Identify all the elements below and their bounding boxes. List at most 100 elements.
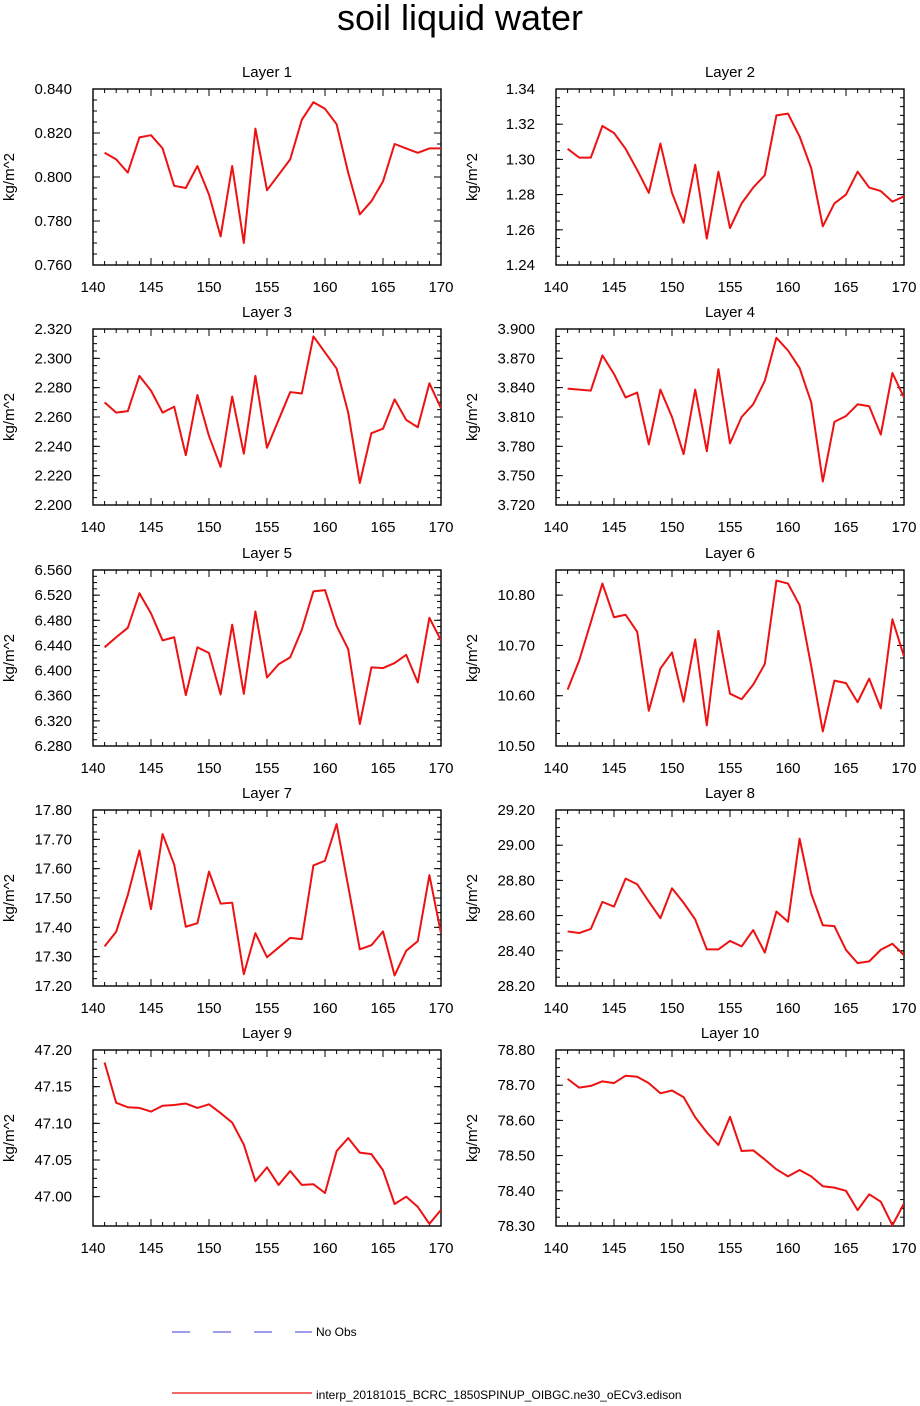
- y-tick-label: 2.260: [34, 409, 72, 426]
- y-tick-label: 0.760: [34, 257, 72, 274]
- y-tick-label: 6.440: [34, 637, 72, 654]
- series-line-1: [103, 335, 441, 484]
- x-tick-label: 165: [370, 760, 395, 777]
- y-tick-label: 1.32: [506, 116, 535, 133]
- x-tick-label: 155: [254, 1000, 279, 1017]
- y-tick-label: 3.840: [497, 380, 535, 397]
- x-tick-label: 150: [659, 1240, 684, 1257]
- plot-frame: [92, 569, 442, 747]
- y-tick-label: 47.10: [34, 1115, 72, 1132]
- x-tick-label: 155: [717, 1240, 742, 1257]
- y-tick-label: 17.60: [34, 861, 72, 878]
- x-tick-label: 145: [601, 1240, 626, 1257]
- x-tick-label: 145: [138, 279, 163, 296]
- x-tick-label: 145: [138, 1240, 163, 1257]
- x-tick-label: 140: [543, 519, 568, 536]
- y-tick-label: 78.60: [497, 1112, 535, 1129]
- y-tick-label: 0.840: [34, 81, 72, 98]
- x-tick-label: 140: [80, 279, 105, 296]
- y-axis-label: kg/m^2: [464, 153, 481, 201]
- x-tick-label: 165: [833, 760, 858, 777]
- x-tick-label: 165: [370, 1240, 395, 1257]
- y-tick-label: 2.300: [34, 350, 72, 367]
- chart-panel-2: Layer 2 kg/m^2 140 145 150 155 160 165 170 1.24 1.…: [464, 64, 917, 296]
- y-tick-label: 28.60: [497, 908, 535, 925]
- x-tick-label: 150: [659, 519, 684, 536]
- y-axis-label: kg/m^2: [464, 1114, 481, 1162]
- x-tick-label: 165: [833, 1240, 858, 1257]
- x-tick-label: 160: [775, 519, 800, 536]
- plot-frame: [92, 1049, 442, 1227]
- y-tick-label: 3.720: [497, 497, 535, 514]
- x-tick-label: 155: [254, 279, 279, 296]
- y-tick-label: 1.24: [506, 257, 535, 274]
- x-tick-label: 170: [891, 519, 916, 536]
- y-tick-label: 3.870: [497, 350, 535, 367]
- y-tick-label: 2.320: [34, 321, 72, 338]
- x-tick-label: 160: [312, 1000, 337, 1017]
- y-tick-label: 78.40: [497, 1183, 535, 1200]
- x-tick-label: 140: [543, 760, 568, 777]
- x-tick-label: 160: [775, 279, 800, 296]
- x-tick-label: 170: [428, 279, 453, 296]
- x-tick-label: 145: [138, 760, 163, 777]
- chart-panel-1: Layer 1 kg/m^2 140 145 150 155 160 165 170 0.760 0…: [1, 64, 454, 296]
- x-tick-label: 170: [891, 1240, 916, 1257]
- y-tick-label: 2.220: [34, 468, 72, 485]
- x-tick-label: 145: [601, 279, 626, 296]
- x-tick-label: 155: [717, 519, 742, 536]
- y-tick-label: 1.34: [506, 81, 535, 98]
- panel-title: Layer 10: [701, 1025, 759, 1042]
- x-tick-label: 150: [196, 760, 221, 777]
- y-tick-label: 6.280: [34, 738, 72, 755]
- panel-title: Layer 9: [242, 1025, 292, 1042]
- y-tick-label: 3.750: [497, 468, 535, 485]
- x-tick-label: 160: [775, 1000, 800, 1017]
- y-tick-label: 47.00: [34, 1189, 72, 1206]
- y-tick-label: 28.40: [497, 943, 535, 960]
- y-axis-label: kg/m^2: [1, 634, 18, 682]
- chart-panel-9: Layer 9 kg/m^2 140 145 150 155 160 165 170 47.00 4…: [1, 1025, 454, 1257]
- chart-panel-6: Layer 6 kg/m^2 140 145 150 155 160 165 170 10.50 1…: [464, 545, 917, 777]
- plot-frame: [92, 809, 442, 987]
- y-tick-label: 2.200: [34, 497, 72, 514]
- x-tick-label: 170: [428, 1240, 453, 1257]
- x-tick-label: 145: [138, 519, 163, 536]
- y-tick-label: 17.30: [34, 949, 72, 966]
- x-tick-label: 170: [428, 519, 453, 536]
- y-tick-label: 1.26: [506, 222, 535, 239]
- panel-title: Layer 6: [705, 545, 755, 562]
- x-tick-label: 165: [833, 279, 858, 296]
- y-tick-label: 47.20: [34, 1042, 72, 1059]
- plot-frame: [555, 569, 905, 747]
- chart-panel-4: Layer 4 kg/m^2 140 145 150 155 160 165 170 3.720 3…: [464, 304, 917, 536]
- x-tick-label: 140: [80, 760, 105, 777]
- panel-title: Layer 8: [705, 785, 755, 802]
- y-axis-label: kg/m^2: [464, 634, 481, 682]
- panel-title: Layer 1: [242, 64, 292, 81]
- y-tick-label: 6.320: [34, 713, 72, 730]
- x-tick-label: 140: [80, 1000, 105, 1017]
- y-tick-label: 17.80: [34, 802, 72, 819]
- y-tick-label: 29.20: [497, 802, 535, 819]
- y-tick-label: 78.50: [497, 1148, 535, 1165]
- x-tick-label: 150: [196, 279, 221, 296]
- y-tick-label: 1.30: [506, 151, 535, 168]
- plot-frame: [555, 809, 905, 987]
- x-tick-label: 145: [601, 1000, 626, 1017]
- y-tick-label: 3.780: [497, 438, 535, 455]
- x-tick-label: 150: [196, 1000, 221, 1017]
- y-tick-label: 1.28: [506, 187, 535, 204]
- series-line-1: [103, 589, 441, 725]
- plot-frame: [555, 328, 905, 506]
- y-tick-label: 17.70: [34, 831, 72, 848]
- x-tick-label: 165: [833, 1000, 858, 1017]
- chart-panel-5: Layer 5 kg/m^2 140 145 150 155 160 165 170 6.280 6…: [1, 545, 454, 777]
- y-tick-label: 78.30: [497, 1218, 535, 1235]
- y-tick-label: 10.80: [497, 587, 535, 604]
- x-tick-label: 145: [601, 519, 626, 536]
- x-tick-label: 160: [312, 279, 337, 296]
- series-line-1: [566, 112, 904, 240]
- legend-obs-line: [172, 1331, 312, 1333]
- x-tick-label: 165: [370, 279, 395, 296]
